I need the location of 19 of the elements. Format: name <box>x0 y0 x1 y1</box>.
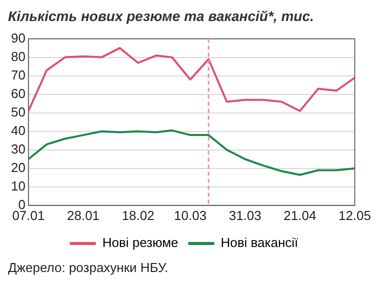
y-tick-label: 60 <box>10 86 26 101</box>
x-tick-label: 21.04 <box>284 208 316 223</box>
x-tick-label: 31.03 <box>228 208 262 223</box>
legend-label: Нові вакансії <box>220 235 299 250</box>
x-tick-label: 12.05 <box>338 208 372 223</box>
x-tick-label: 10.03 <box>174 208 207 223</box>
y-tick-label: 90 <box>10 30 26 46</box>
y-tick-label: 50 <box>10 104 26 120</box>
x-tick-label: 28.01 <box>67 208 100 223</box>
y-tick-label: 30 <box>10 141 26 156</box>
x-tick-label: 18.02 <box>122 208 154 223</box>
y-tick-label: 70 <box>10 67 26 82</box>
y-tick-label: 10 <box>10 178 26 194</box>
chart-title: Кількість нових резюме та вакансій*, тис. <box>8 8 315 24</box>
y-tick-label: 80 <box>10 48 26 64</box>
text: Джерело: розрахунки НБУ. <box>8 260 170 275</box>
y-tick-label: 20 <box>10 160 26 175</box>
y-tick-label: 40 <box>10 122 26 138</box>
legend-label: Нові резюме <box>102 235 178 250</box>
